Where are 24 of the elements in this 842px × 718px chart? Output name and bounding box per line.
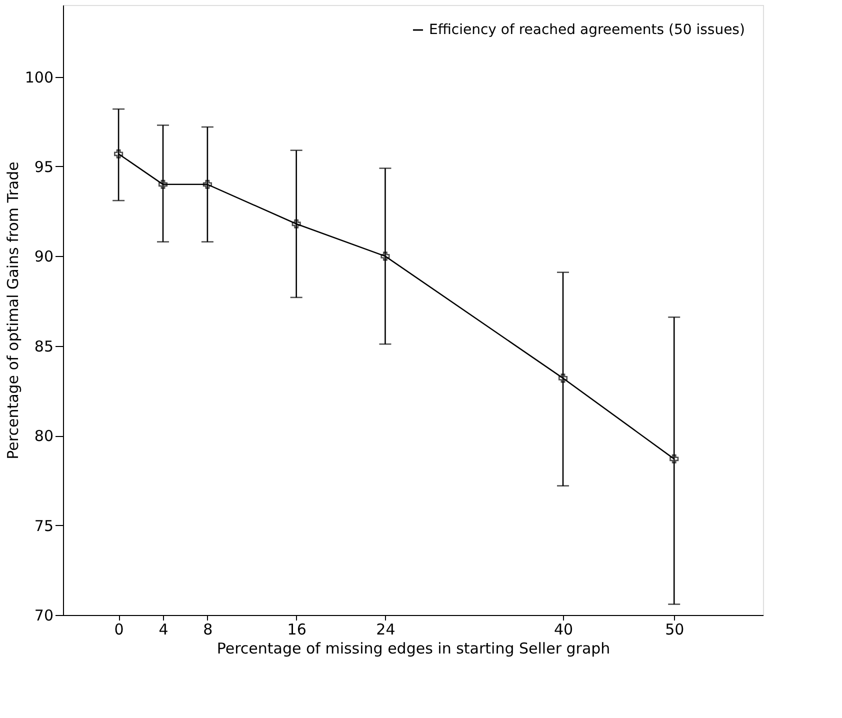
legend-label: Efficiency of reached agreements (50 issues) — [429, 22, 745, 38]
y-axis-title: Percentage of optimal Gains from Trade — [4, 162, 22, 460]
x-tick-label: 40 — [554, 620, 574, 638]
x-axis-title: Percentage of missing edges in starting Seller graph — [216, 640, 610, 658]
x-tick-label: 4 — [158, 620, 168, 638]
y-tick-label: 85 — [34, 337, 54, 356]
y-tick-label: 80 — [34, 427, 54, 446]
point — [380, 252, 390, 261]
y-tick-label: 70 — [34, 606, 54, 624]
y-tick-label: 100 — [24, 68, 54, 86]
x-tick-label: 24 — [376, 620, 396, 638]
point — [292, 219, 301, 228]
point — [202, 180, 212, 189]
x-tick-label: 16 — [287, 620, 306, 638]
point — [114, 149, 124, 158]
x-tick-label: 50 — [665, 620, 684, 638]
x-tick-label: 8 — [203, 620, 213, 638]
point — [670, 454, 679, 464]
point — [158, 180, 168, 189]
y-tick-label: 90 — [34, 248, 54, 266]
point — [558, 374, 568, 383]
y-tick-label: 75 — [34, 516, 54, 535]
y-tick-label: 95 — [34, 158, 54, 176]
x-tick-label: 0 — [114, 620, 124, 638]
